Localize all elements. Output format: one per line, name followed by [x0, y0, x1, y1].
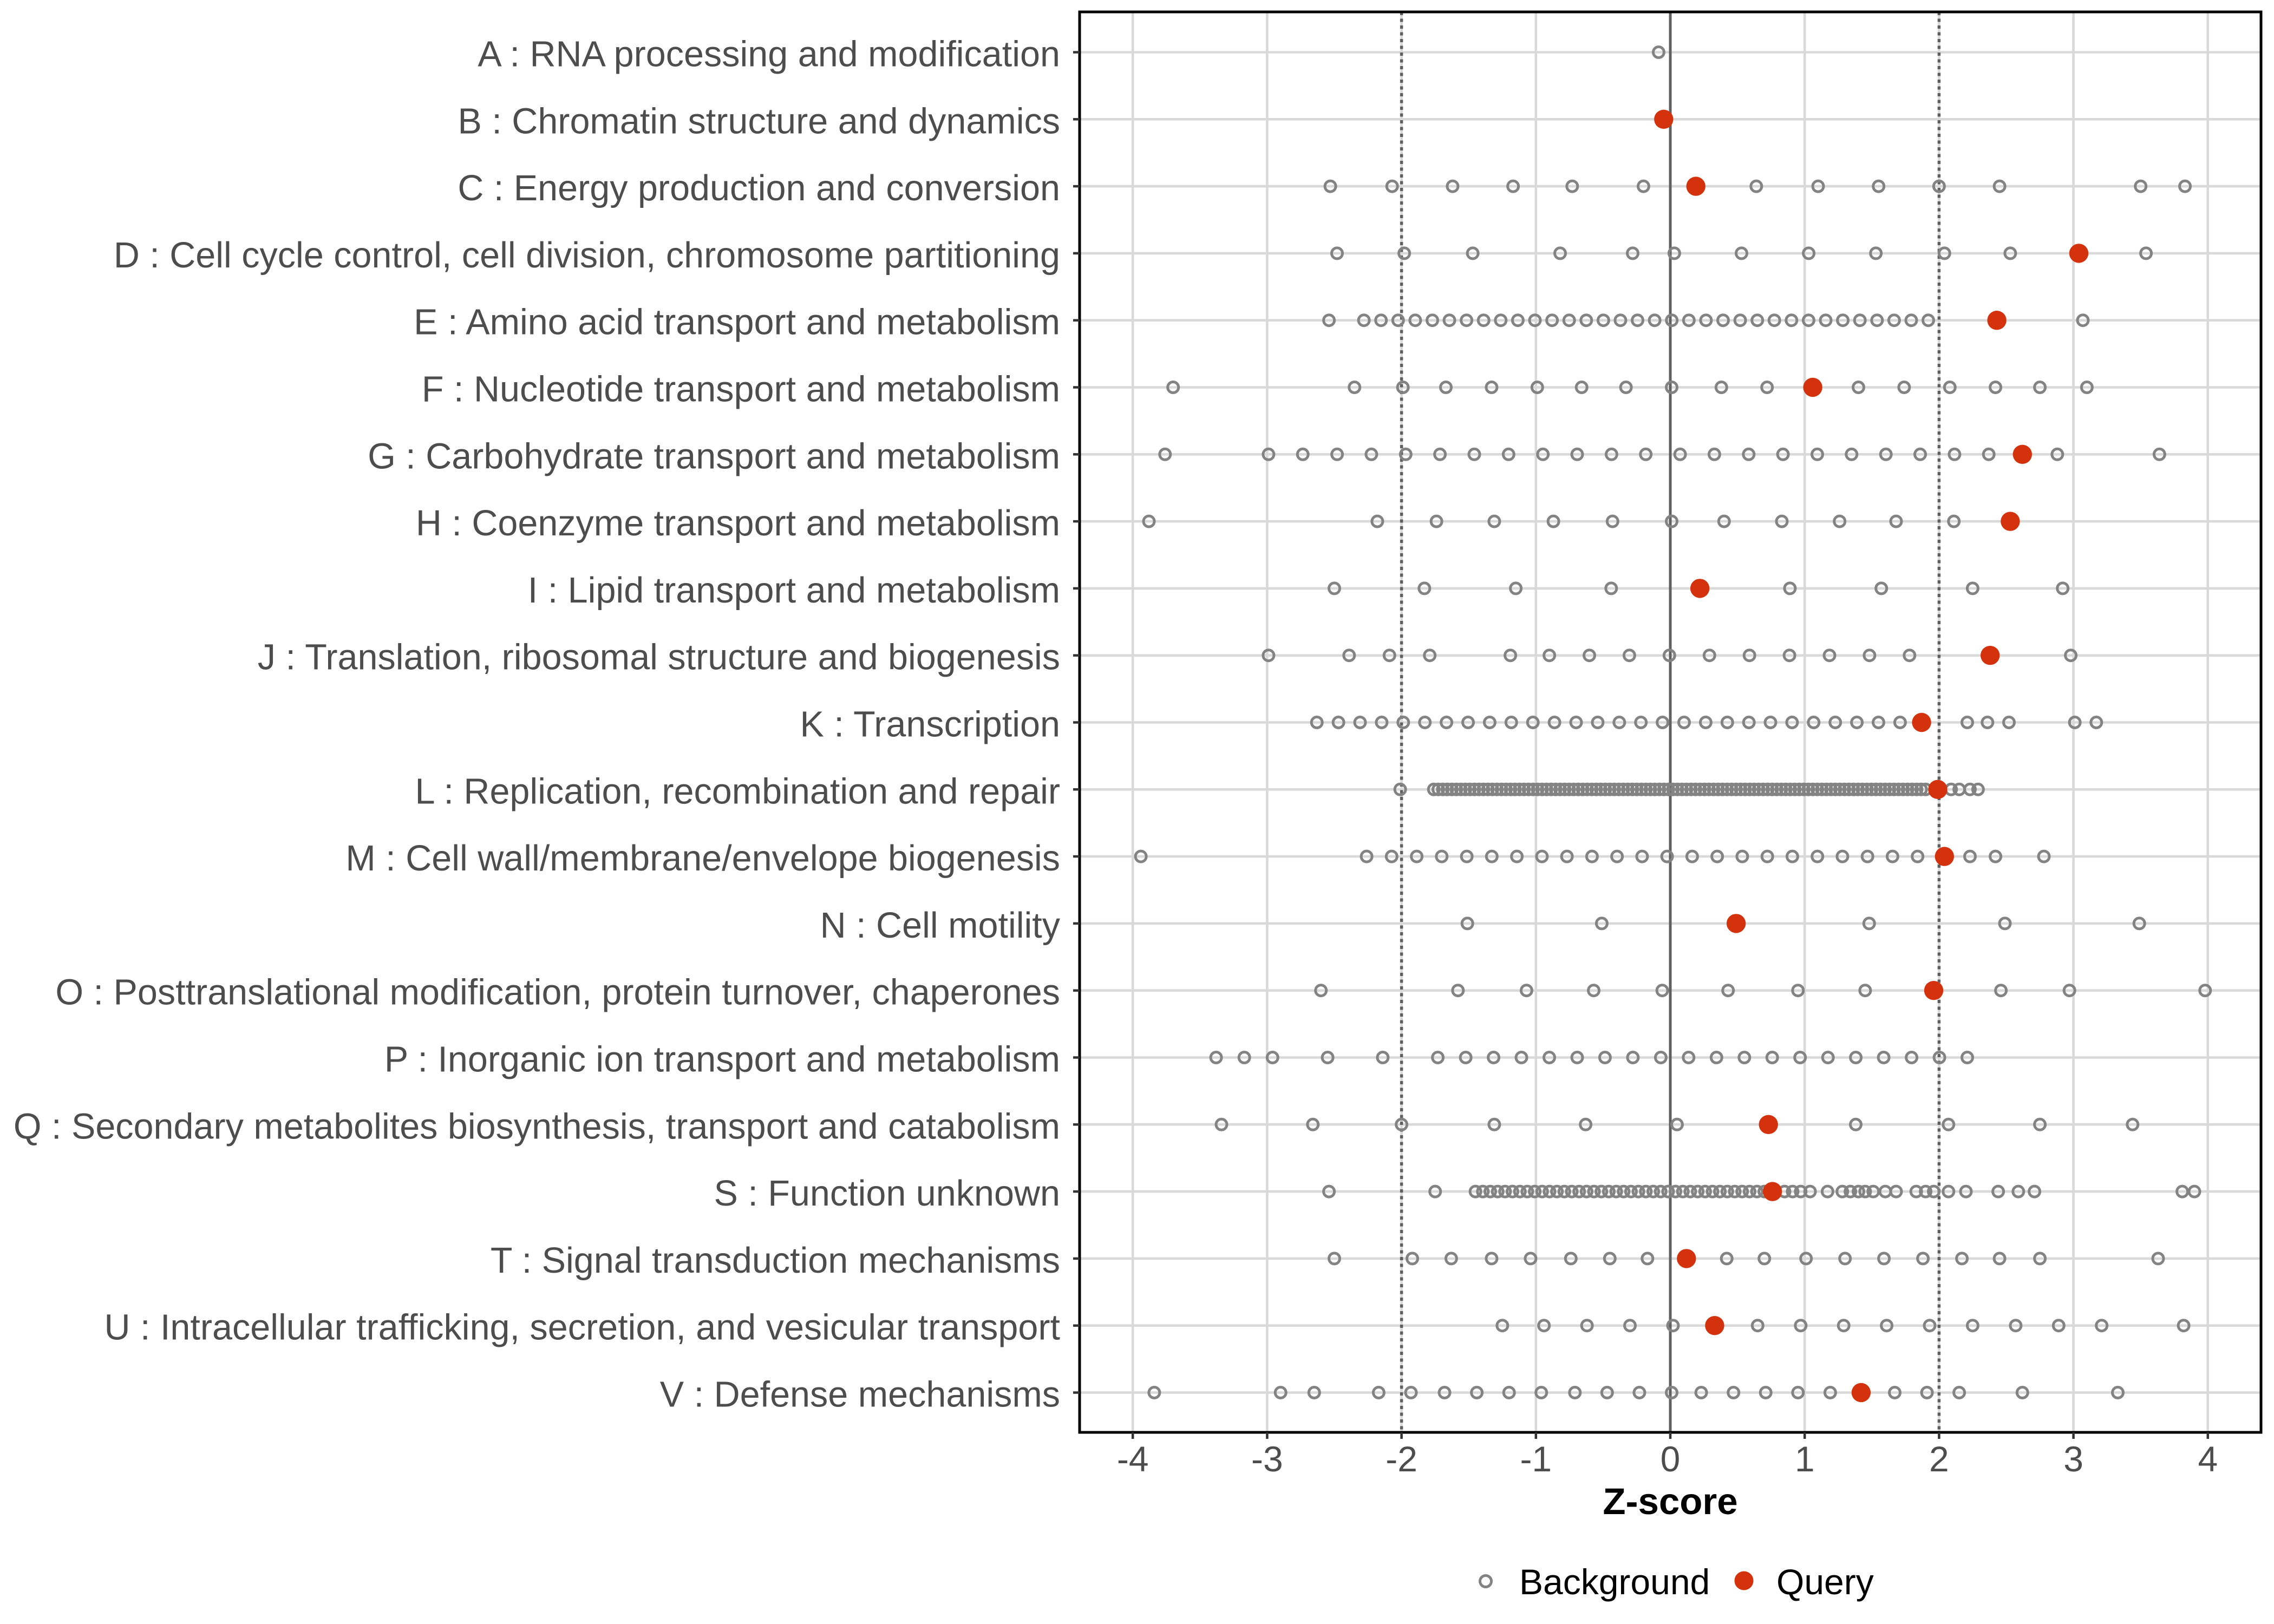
svg-text:V : Defense mechanisms: V : Defense mechanisms: [660, 1375, 1060, 1415]
svg-text:L : Replication, recombination: L : Replication, recombination and repai…: [415, 771, 1060, 811]
svg-text:0: 0: [1661, 1439, 1681, 1479]
svg-text:N : Cell motility: N : Cell motility: [820, 906, 1061, 946]
svg-text:-3: -3: [1251, 1439, 1283, 1479]
svg-text:4: 4: [2198, 1439, 2218, 1479]
svg-text:Z-score: Z-score: [1603, 1481, 1737, 1522]
svg-text:-1: -1: [1520, 1439, 1552, 1479]
svg-text:3: 3: [2063, 1439, 2083, 1479]
svg-text:J : Translation, ribosomal str: J : Translation, ribosomal structure and…: [258, 638, 1060, 678]
svg-text:B : Chromatin structure and dy: B : Chromatin structure and dynamics: [458, 101, 1060, 141]
svg-text:O : Posttranslational modifica: O : Posttranslational modification, prot…: [55, 973, 1060, 1013]
svg-text:G : Carbohydrate transport and: G : Carbohydrate transport and metabolis…: [368, 436, 1060, 476]
svg-text:H : Coenzyme transport and met: H : Coenzyme transport and metabolism: [416, 503, 1060, 543]
svg-text:E : Amino acid transport and m: E : Amino acid transport and metabolism: [414, 303, 1060, 343]
svg-text:P : Inorganic ion transport an: P : Inorganic ion transport and metaboli…: [384, 1040, 1060, 1080]
svg-text:-4: -4: [1117, 1439, 1149, 1479]
svg-text:2: 2: [1929, 1439, 1949, 1479]
svg-text:K : Transcription: K : Transcription: [800, 705, 1060, 745]
svg-text:I : Lipid transport and metabo: I : Lipid transport and metabolism: [528, 571, 1060, 611]
svg-text:T : Signal transduction mechan: T : Signal transduction mechanisms: [491, 1241, 1060, 1281]
svg-text:Query: Query: [1776, 1562, 1874, 1602]
svg-text:-2: -2: [1386, 1439, 1417, 1479]
svg-text:S : Function unknown: S : Function unknown: [714, 1174, 1060, 1214]
svg-text:M : Cell wall/membrane/envelop: M : Cell wall/membrane/envelope biogenes…: [345, 839, 1060, 879]
svg-text:D : Cell cycle control, cell d: D : Cell cycle control, cell division, c…: [114, 235, 1060, 276]
svg-text:Background: Background: [1519, 1562, 1710, 1602]
svg-text:C : Energy production and conv: C : Energy production and conversion: [458, 168, 1060, 208]
svg-text:Q : Secondary metabolites bios: Q : Secondary metabolites biosynthesis, …: [14, 1106, 1060, 1147]
svg-text:U : Intracellular trafficking,: U : Intracellular trafficking, secretion…: [104, 1308, 1061, 1348]
svg-text:F : Nucleotide transport and m: F : Nucleotide transport and metabolism: [422, 370, 1060, 410]
svg-text:1: 1: [1795, 1439, 1815, 1479]
svg-text:A : RNA processing and modific: A : RNA processing and modification: [478, 35, 1060, 75]
